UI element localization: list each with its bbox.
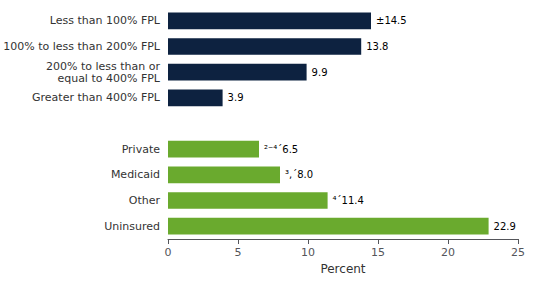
svg-text:Private: Private xyxy=(122,143,161,156)
svg-text:9.9: 9.9 xyxy=(312,67,328,78)
svg-text:200% to less than or: 200% to less than or xyxy=(46,59,160,73)
svg-text:³,´8.0: ³,´8.0 xyxy=(285,169,313,180)
svg-text:Medicaid: Medicaid xyxy=(111,168,160,181)
svg-text:5: 5 xyxy=(235,246,242,259)
svg-text:±14.5: ±14.5 xyxy=(376,15,407,26)
svg-text:Percent: Percent xyxy=(320,262,365,276)
svg-text:Greater than 400% FPL: Greater than 400% FPL xyxy=(32,91,161,104)
svg-text:Uninsured: Uninsured xyxy=(104,220,160,233)
svg-text:13.8: 13.8 xyxy=(366,41,388,52)
svg-text:20: 20 xyxy=(441,246,455,259)
svg-text:equal to 400% FPL: equal to 400% FPL xyxy=(57,72,160,85)
svg-text:15: 15 xyxy=(371,246,385,259)
svg-text:3.9: 3.9 xyxy=(228,92,244,103)
svg-text:²⁻⁴´6.5: ²⁻⁴´6.5 xyxy=(264,144,298,155)
svg-text:0: 0 xyxy=(165,246,172,259)
svg-text:100% to less than 200% FPL: 100% to less than 200% FPL xyxy=(3,40,161,53)
svg-text:Less than 100% FPL: Less than 100% FPL xyxy=(50,14,161,27)
svg-text:⁴´11.4: ⁴´11.4 xyxy=(333,195,364,206)
svg-text:Other: Other xyxy=(129,194,161,207)
svg-text:25: 25 xyxy=(511,246,525,259)
svg-text:22.9: 22.9 xyxy=(494,221,516,232)
svg-text:10: 10 xyxy=(301,246,315,259)
